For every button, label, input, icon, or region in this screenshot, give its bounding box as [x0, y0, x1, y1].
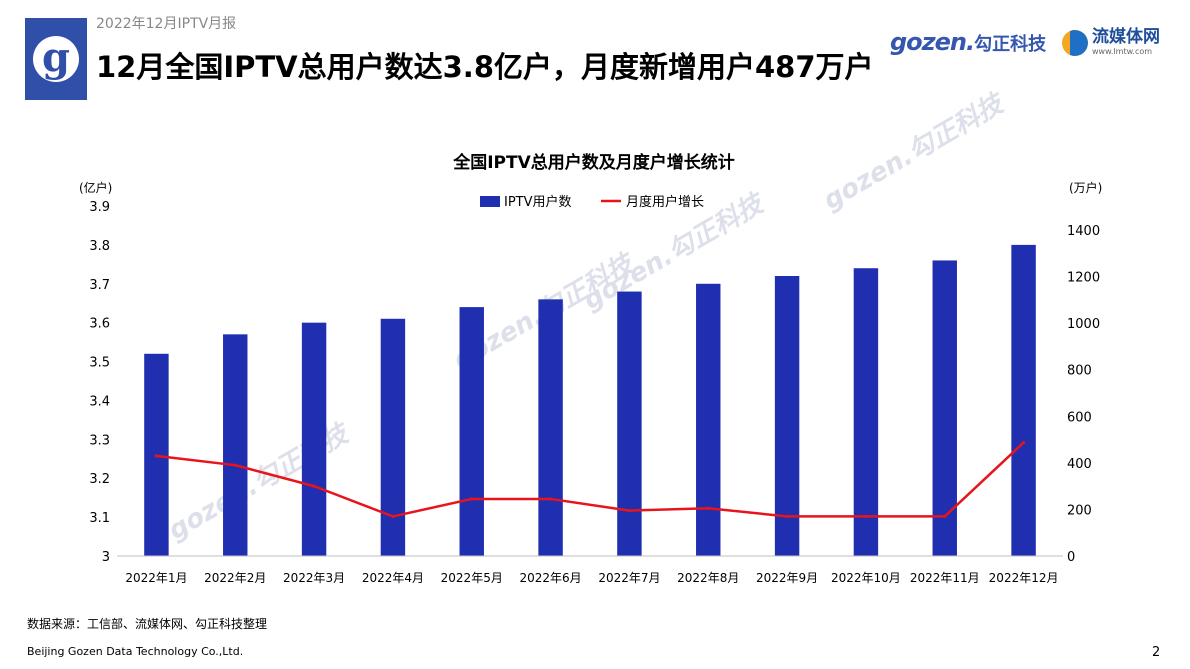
bar-iptv-users-12: [1011, 244, 1036, 556]
y-right-tick-label: 1200: [1067, 271, 1100, 286]
x-tick-label: 2022年5月: [441, 571, 503, 585]
y-right-tick-label: 200: [1067, 503, 1092, 518]
lmtw-logo-icon: [1062, 29, 1088, 56]
watermark-text: gozen.勾正科技: [819, 87, 1012, 216]
bar-iptv-users-11: [932, 260, 957, 556]
y-left-tick-label: 3.8: [89, 239, 110, 254]
x-tick-label: 2022年4月: [362, 571, 424, 585]
lmtw-brand-name: 流媒体网: [1092, 27, 1160, 47]
gozen-logo-letter: g: [33, 36, 79, 82]
gozen-brand-latin: gozen.: [890, 28, 975, 56]
y-right-unit-label: (万户): [1069, 180, 1102, 195]
point-monthly-growth-4: [391, 514, 395, 519]
bar-iptv-users-5: [459, 307, 484, 556]
x-tick-label: 2022年9月: [756, 571, 818, 585]
point-monthly-growth-2: [233, 463, 237, 467]
x-tick-label: 2022年2月: [204, 571, 266, 585]
x-tick-label: 2022年8月: [677, 571, 739, 585]
gozen-logo-block: g: [25, 18, 87, 100]
y-left-tick-label: 3.4: [89, 394, 110, 409]
x-tick-label: 2022年11月: [910, 571, 980, 585]
page-number: 2: [1152, 645, 1161, 660]
point-monthly-growth-12: [1021, 440, 1026, 445]
legend-label-monthly-growth: 月度用户增长: [626, 194, 704, 210]
bar-iptv-users-2: [223, 334, 248, 556]
point-monthly-growth-10: [864, 514, 868, 519]
y-right-tick-label: 0: [1067, 550, 1075, 565]
gozen-brand-cn: 勾正科技: [974, 34, 1047, 55]
y-right-tick-label: 800: [1067, 364, 1092, 379]
x-tick-label: 2022年1月: [125, 571, 187, 585]
line-monthly-growth: [156, 441, 1025, 518]
bar-iptv-users-10: [853, 268, 879, 556]
y-right-tick-label: 600: [1067, 410, 1092, 425]
point-monthly-growth-11: [943, 514, 947, 519]
y-left-tick-label: 3.3: [89, 433, 110, 448]
x-tick-label: 2022年6月: [519, 571, 581, 585]
legend-swatch-iptv-users: [480, 196, 500, 207]
y-left-unit-label: (亿户): [79, 180, 112, 195]
bar-iptv-users-4: [380, 318, 406, 556]
bar-iptv-users-3: [301, 322, 327, 556]
x-tick-label: 2022年7月: [598, 571, 660, 585]
x-tick-label: 2022年10月: [831, 571, 901, 585]
y-right-tick-label: 1400: [1067, 224, 1100, 239]
y-left-tick-label: 3.2: [89, 472, 110, 487]
data-source-note: 数据来源：工信部、流媒体网、勾正科技整理: [27, 617, 268, 631]
point-monthly-growth-7: [627, 508, 632, 513]
x-tick-label: 2022年3月: [283, 571, 345, 585]
y-left-tick-label: 3.7: [89, 278, 110, 293]
y-left-tick-label: 3.9: [89, 200, 110, 215]
x-tick-label: 2022年12月: [989, 571, 1059, 585]
legend-label-iptv-users: IPTV用户数: [504, 194, 572, 210]
point-monthly-growth-9: [785, 514, 789, 519]
lmtw-brand-logo: 流媒体网 www.lmtw.com: [1062, 29, 1160, 56]
point-monthly-growth-6: [548, 497, 553, 501]
report-tag: 2022年12月IPTV月报: [96, 16, 237, 32]
bar-iptv-users-8: [696, 283, 721, 556]
y-right-tick-label: 400: [1067, 457, 1092, 472]
y-left-tick-label: 3.5: [89, 356, 110, 371]
lmtw-brand-url: www.lmtw.com: [1092, 47, 1153, 56]
gozen-brand-logo: gozen.勾正科技: [890, 28, 1046, 56]
point-monthly-growth-1: [154, 454, 159, 458]
y-right-tick-label: 1000: [1067, 317, 1100, 332]
bar-iptv-users-7: [617, 291, 642, 556]
bar-iptv-users-9: [774, 276, 800, 556]
point-monthly-growth-5: [470, 497, 474, 501]
y-left-tick-label: 3.6: [89, 317, 110, 332]
bar-iptv-users-6: [538, 299, 563, 556]
watermark-text: gozen.勾正科技: [164, 417, 357, 546]
point-monthly-growth-3: [312, 484, 316, 488]
point-monthly-growth-8: [706, 506, 710, 510]
y-left-tick-label: 3.1: [89, 511, 110, 526]
chart-title: 全国IPTV总用户数及月度户增长统计: [452, 152, 735, 173]
page-title: 12月全国IPTV总用户数达3.8亿户，月度新增用户487万户: [96, 50, 874, 84]
y-left-tick-label: 3: [102, 550, 110, 565]
company-name: Beijing Gozen Data Technology Co.,Ltd.: [27, 645, 244, 658]
